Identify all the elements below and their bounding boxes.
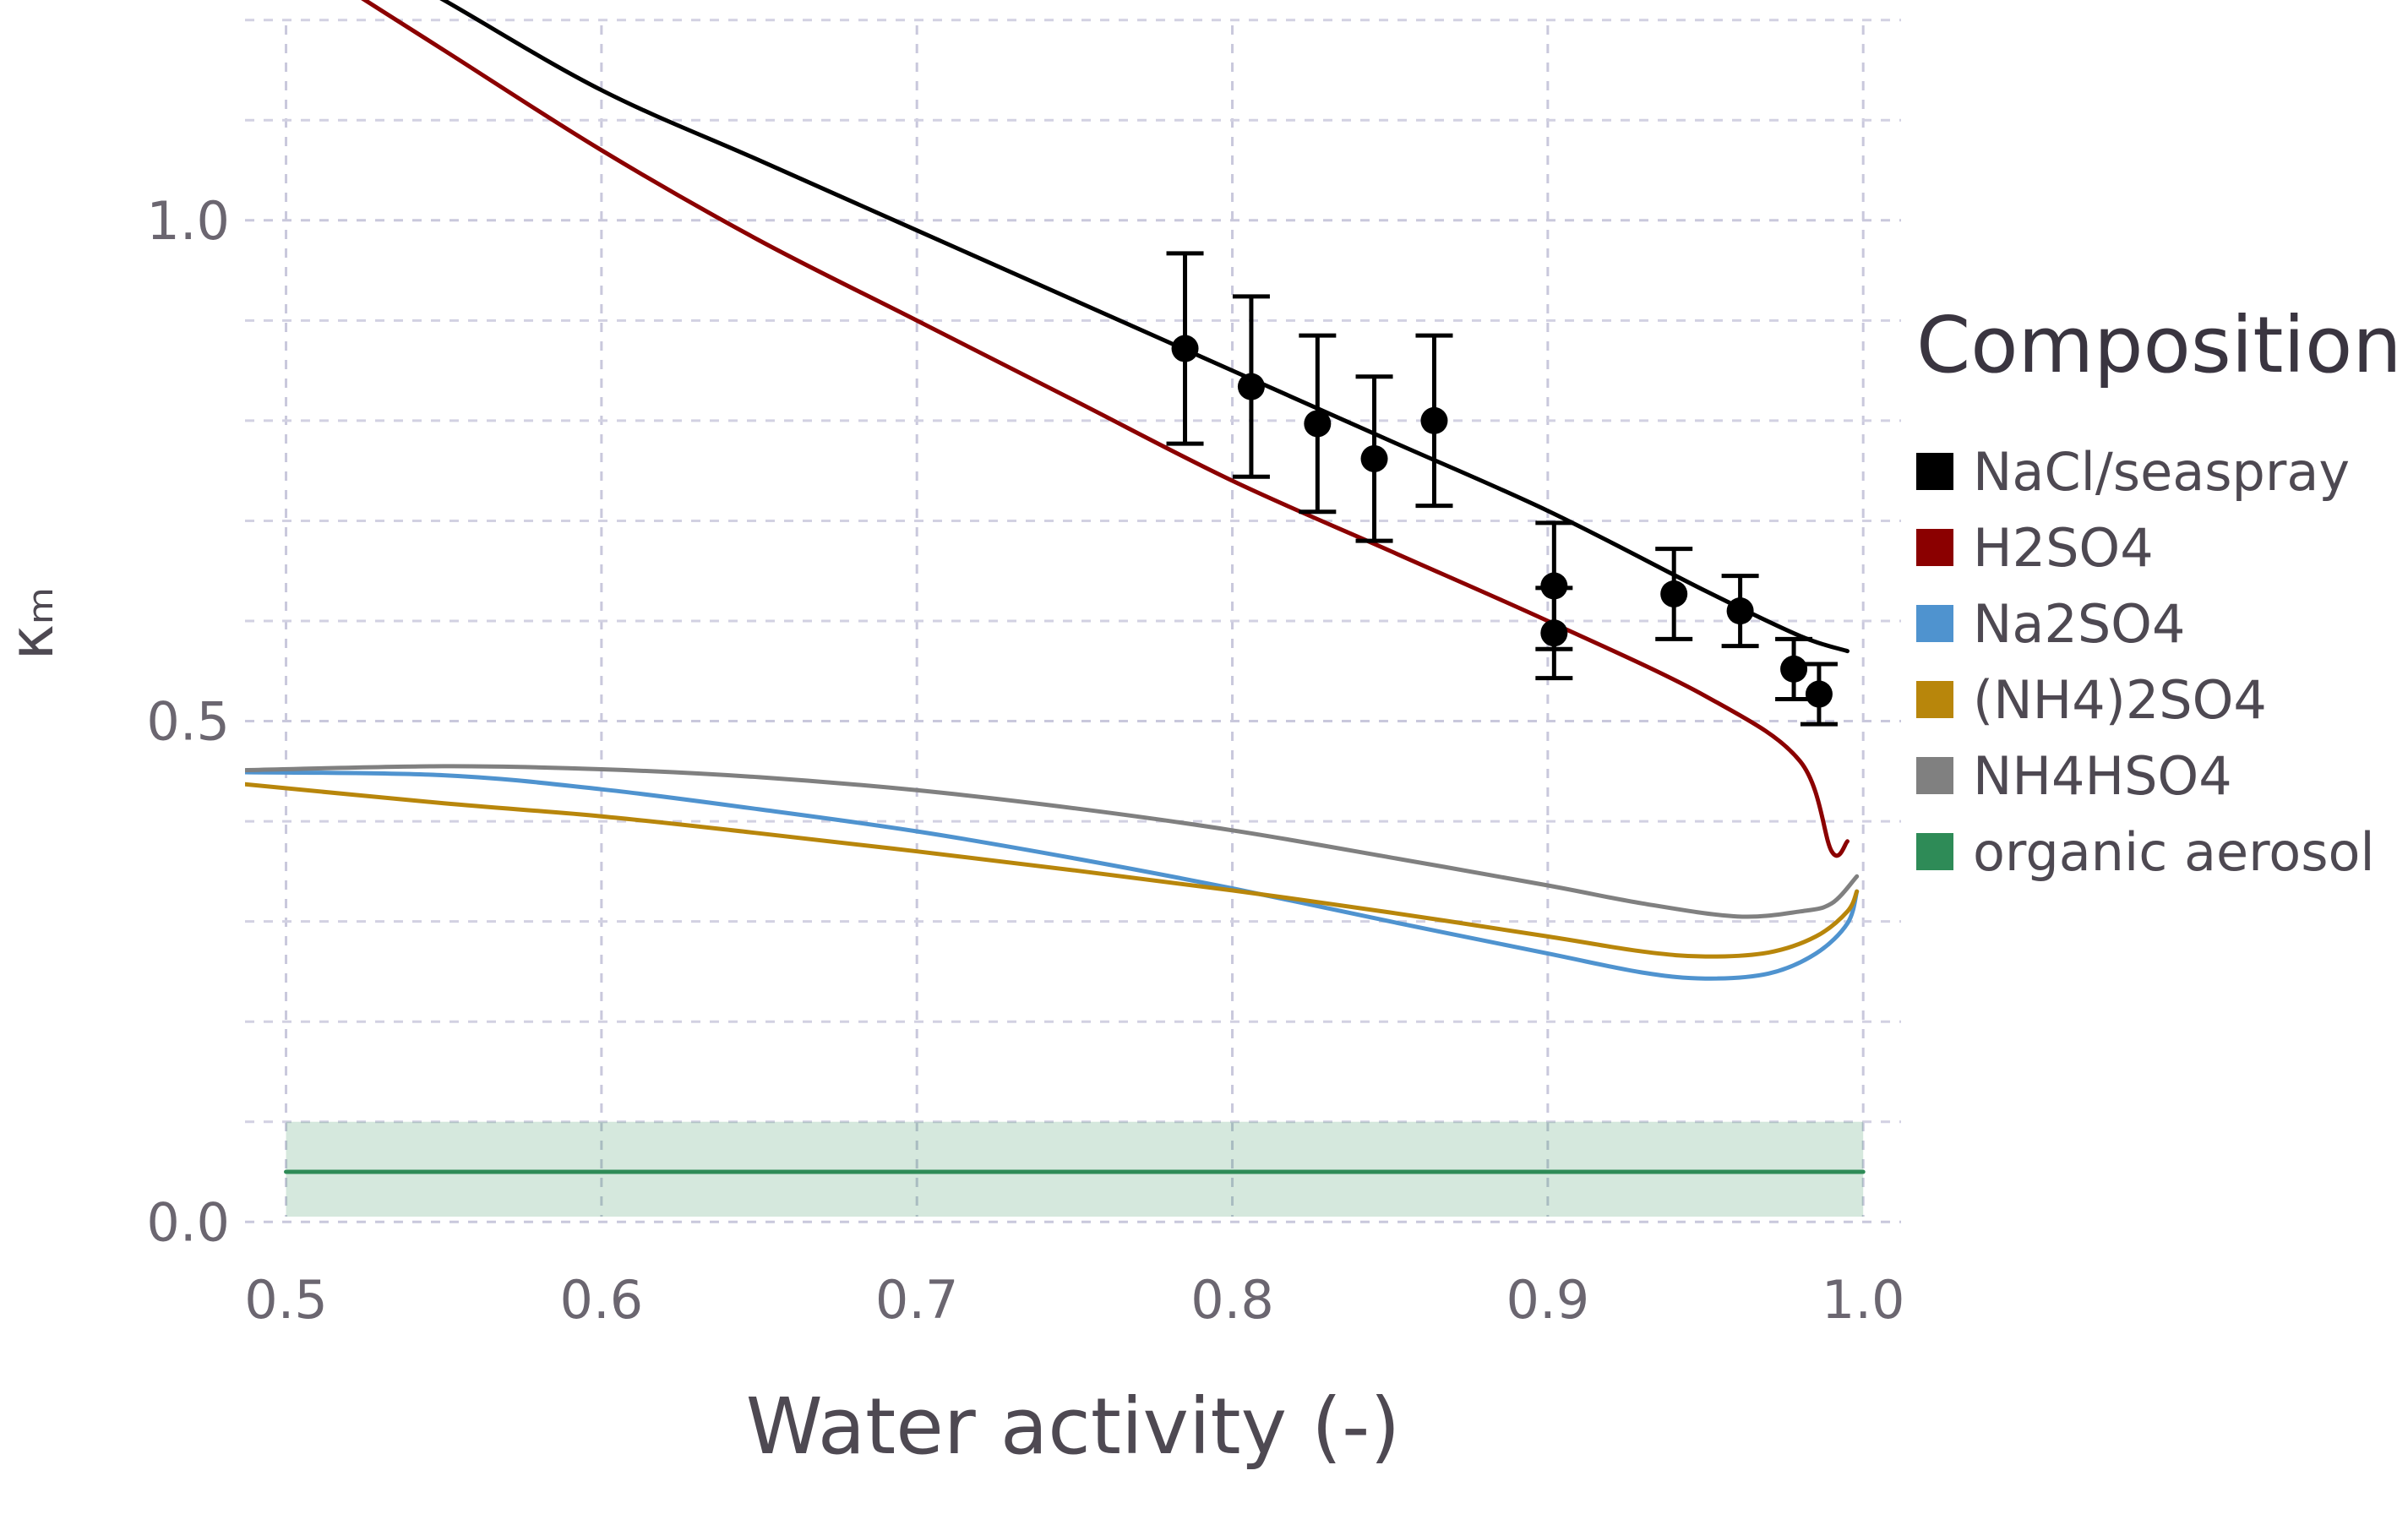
measurement-point	[1721, 574, 1759, 649]
organic-band-layer	[286, 1121, 1864, 1217]
series-lines	[245, 0, 1866, 1174]
data-point	[1660, 580, 1688, 607]
legend-label: NH4HSO4	[1973, 745, 2232, 807]
data-point	[1360, 444, 1388, 472]
data-point	[1171, 335, 1199, 362]
series-line-nh4-2so4	[245, 782, 1860, 959]
x-tick-label: 0.7	[875, 1269, 959, 1331]
x-tick-label: 0.9	[1506, 1269, 1590, 1331]
measurement-point	[1355, 374, 1393, 543]
legend-swatch	[1916, 453, 1953, 490]
x-tick-label: 0.8	[1190, 1269, 1274, 1331]
data-point	[1237, 373, 1265, 400]
series-line-h2so4	[361, 0, 1850, 858]
series-line-nacl-seaspray	[439, 0, 1850, 654]
legend-label: NaCl/seaspray	[1973, 441, 2350, 503]
measurement-point	[1299, 333, 1337, 515]
x-tick-label: 0.5	[244, 1269, 328, 1331]
legend: Composition NaCl/seaspray H2SO4 Na2SO4 (NH4…	[1916, 300, 2402, 883]
data-point	[1540, 619, 1568, 647]
organic-aerosol-band	[286, 1121, 1864, 1217]
y-axis-title: κₘ	[0, 586, 67, 660]
x-tick-label: 0.6	[560, 1269, 644, 1331]
legend-swatch	[1916, 605, 1953, 642]
legend-title: Composition	[1916, 300, 2402, 390]
legend-swatch	[1916, 529, 1953, 566]
legend-items: NaCl/seaspray H2SO4 Na2SO4 (NH4)2SO4 NH4HSO4…	[1916, 441, 2375, 883]
y-tick-label: 1.0	[146, 190, 230, 252]
legend-label: Na2SO4	[1973, 593, 2185, 655]
y-tick-label: 0.5	[146, 691, 230, 753]
measurement-point	[1655, 547, 1693, 641]
legend-label: H2SO4	[1973, 517, 2154, 579]
grid	[245, 19, 1901, 1223]
series-line-nh4hso4	[245, 764, 1860, 919]
legend-swatch	[1916, 833, 1953, 870]
data-point	[1805, 680, 1833, 708]
x-axis-title: Water activity (-)	[746, 1381, 1401, 1472]
data-point	[1420, 406, 1448, 434]
legend-swatch	[1916, 681, 1953, 718]
data-point	[1780, 655, 1808, 683]
legend-label: organic aerosol	[1973, 821, 2375, 883]
x-tick-label: 1.0	[1822, 1269, 1905, 1331]
measurement-point	[1800, 662, 1838, 727]
data-point	[1726, 597, 1754, 625]
measurement-point	[1415, 333, 1453, 509]
legend-label: (NH4)2SO4	[1973, 669, 2267, 731]
measurement-point	[1232, 294, 1270, 479]
measurement-point	[1166, 251, 1204, 446]
tick-labels: 0.5 0.6 0.7 0.8 0.9 1.00.00.51.0	[146, 190, 1904, 1331]
measurement-points	[1166, 251, 1838, 727]
legend-swatch	[1916, 757, 1953, 794]
y-tick-label: 0.0	[146, 1191, 230, 1253]
data-point	[1304, 410, 1332, 438]
measurement-point	[1535, 585, 1573, 681]
